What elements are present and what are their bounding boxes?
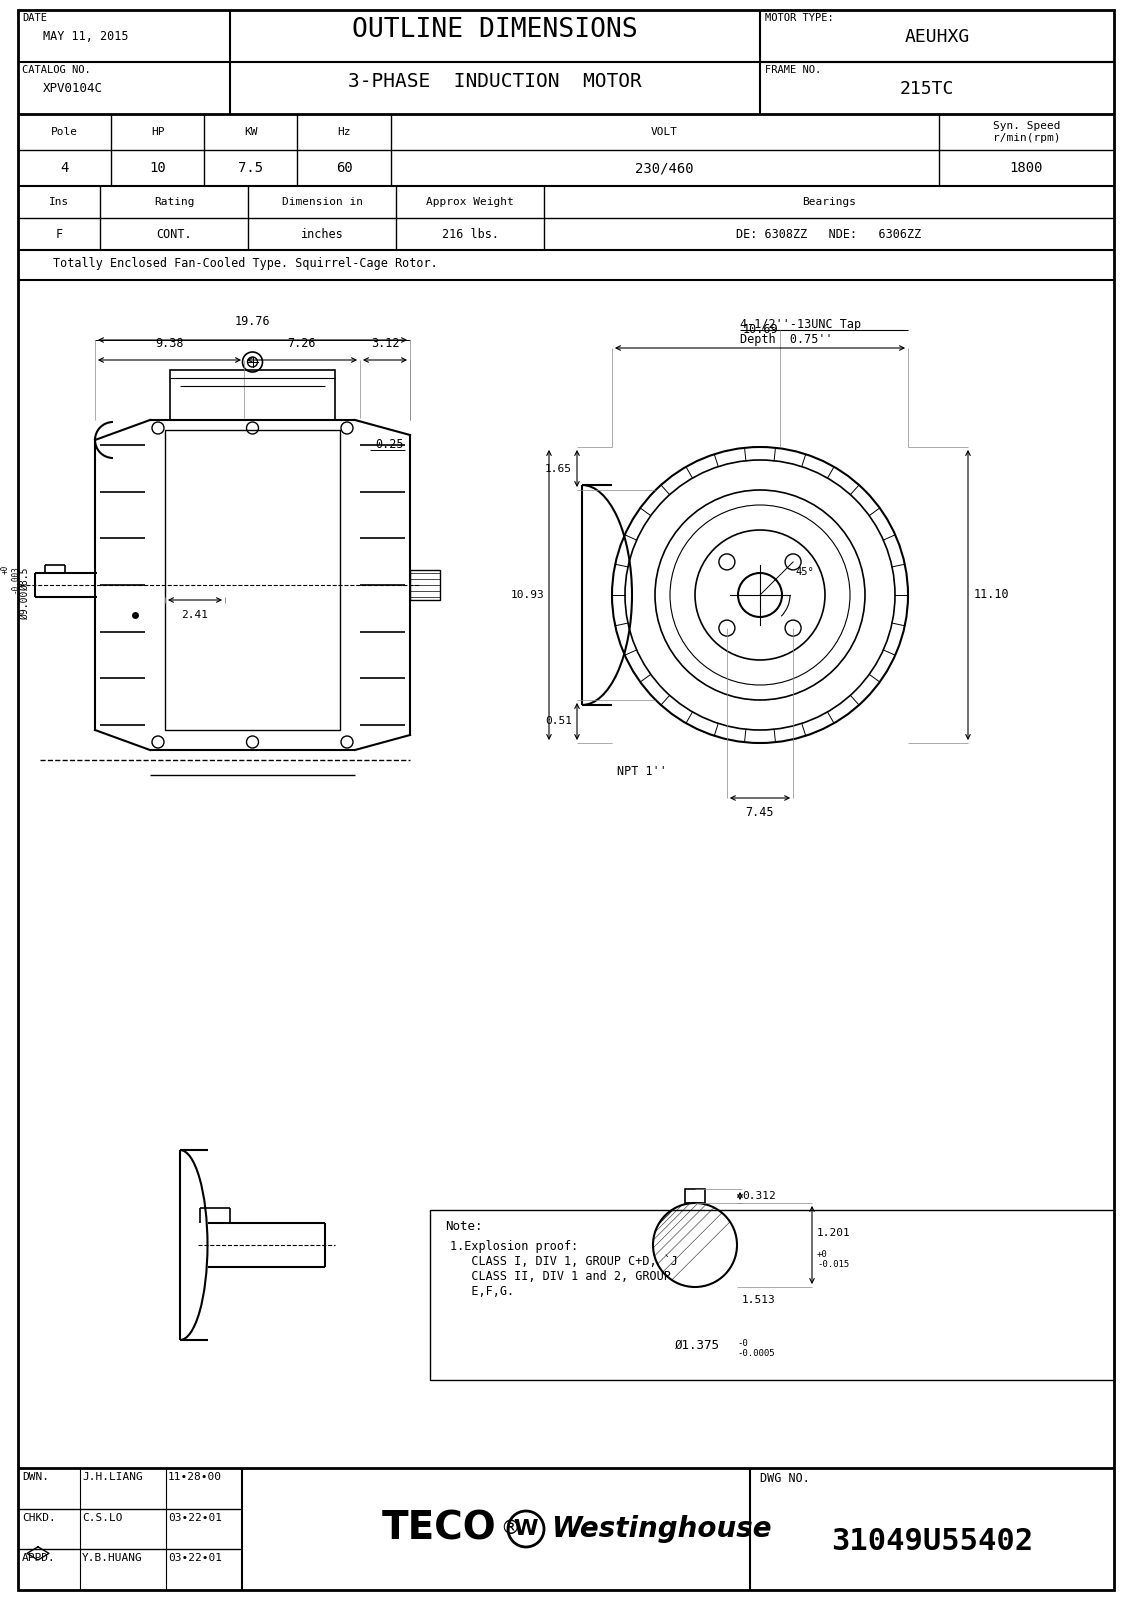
Text: Ø8.5: Ø8.5 <box>20 568 31 590</box>
Text: TECO: TECO <box>381 1510 496 1549</box>
Bar <box>430 1210 1114 1379</box>
Text: 1.201: 1.201 <box>817 1229 851 1238</box>
Text: DWN.: DWN. <box>22 1472 49 1482</box>
Text: 10: 10 <box>149 162 166 174</box>
Text: 216 lbs.: 216 lbs. <box>441 227 498 240</box>
Text: 10.93: 10.93 <box>511 590 544 600</box>
Text: DE: 6308ZZ   NDE:   6306ZZ: DE: 6308ZZ NDE: 6306ZZ <box>737 227 921 240</box>
Text: FRAME NO.: FRAME NO. <box>765 66 821 75</box>
Text: inches: inches <box>301 227 343 240</box>
Text: 2.41: 2.41 <box>181 610 208 619</box>
Text: Depth  0.75'': Depth 0.75'' <box>740 333 833 346</box>
Text: Rating: Rating <box>154 197 195 206</box>
Bar <box>410 570 440 600</box>
Text: 10.69: 10.69 <box>743 323 778 336</box>
Text: 0.51: 0.51 <box>544 717 572 726</box>
Bar <box>685 1189 705 1203</box>
Text: 230/460: 230/460 <box>635 162 694 174</box>
Text: XPV0104C: XPV0104C <box>43 82 103 94</box>
Text: 1.513: 1.513 <box>741 1294 775 1306</box>
Text: CHKD.: CHKD. <box>22 1512 55 1523</box>
Text: MAY 11, 2015: MAY 11, 2015 <box>43 30 129 43</box>
Text: ®: ® <box>500 1520 520 1539</box>
Text: Approx Weight: Approx Weight <box>427 197 514 206</box>
Text: Totally Enclosed Fan-Cooled Type. Squirrel-Cage Rotor.: Totally Enclosed Fan-Cooled Type. Squirr… <box>53 258 438 270</box>
Text: DATE: DATE <box>22 13 48 22</box>
Text: Ins: Ins <box>49 197 69 206</box>
Text: Hz: Hz <box>337 126 351 138</box>
Text: 3-PHASE  INDUCTION  MOTOR: 3-PHASE INDUCTION MOTOR <box>349 72 642 91</box>
Text: 19.76: 19.76 <box>234 315 271 328</box>
Text: NPT 1'': NPT 1'' <box>617 765 667 778</box>
Text: +0
-0.015: +0 -0.015 <box>817 1250 849 1269</box>
Text: 1800: 1800 <box>1010 162 1043 174</box>
Text: 4-1/2''-13UNC Tap: 4-1/2''-13UNC Tap <box>740 318 861 331</box>
Text: OUTLINE DIMENSIONS: OUTLINE DIMENSIONS <box>352 18 637 43</box>
Text: AEUHXG: AEUHXG <box>904 27 970 46</box>
Bar <box>165 430 340 730</box>
Text: VOLT: VOLT <box>651 126 678 138</box>
Text: 03•22•01: 03•22•01 <box>168 1554 222 1563</box>
Text: CONT.: CONT. <box>156 227 192 240</box>
Text: 7.45: 7.45 <box>746 806 774 819</box>
Text: 31049U55402: 31049U55402 <box>831 1526 1034 1555</box>
Text: -0
-0.0005: -0 -0.0005 <box>737 1339 774 1358</box>
Text: Syn. Speed
r/min(rpm): Syn. Speed r/min(rpm) <box>993 122 1060 142</box>
Text: 60: 60 <box>336 162 352 174</box>
Text: 1.Explosion proof:
   CLASS I, DIV 1, GROUP C+D, `J
   CLASS II, DIV 1 and 2, GR: 1.Explosion proof: CLASS I, DIV 1, GROUP… <box>451 1240 678 1298</box>
Text: 4: 4 <box>60 162 69 174</box>
Text: MOTOR TYPE:: MOTOR TYPE: <box>765 13 834 22</box>
Text: J.H.LIANG: J.H.LIANG <box>82 1472 143 1482</box>
Text: 11•28•00: 11•28•00 <box>168 1472 222 1482</box>
Text: Dimension in: Dimension in <box>282 197 362 206</box>
Text: 3.12: 3.12 <box>371 338 400 350</box>
Text: +0
-0.003: +0 -0.003 <box>1 565 20 594</box>
Text: 7.5: 7.5 <box>239 162 264 174</box>
Text: 11.10: 11.10 <box>974 589 1010 602</box>
Text: CATALOG NO.: CATALOG NO. <box>22 66 91 75</box>
Text: DWG NO.: DWG NO. <box>760 1472 809 1485</box>
Text: 03•22•01: 03•22•01 <box>168 1512 222 1523</box>
Text: F: F <box>55 227 62 240</box>
Text: 0.25: 0.25 <box>375 438 403 451</box>
Text: Note:: Note: <box>445 1219 482 1234</box>
Text: APPD.: APPD. <box>22 1554 55 1563</box>
Text: Bearings: Bearings <box>803 197 856 206</box>
Text: C.S.LO: C.S.LO <box>82 1512 122 1523</box>
Text: Westinghouse: Westinghouse <box>551 1515 772 1542</box>
Text: 1.65: 1.65 <box>544 464 572 474</box>
Text: KW: KW <box>245 126 258 138</box>
Text: 215TC: 215TC <box>900 80 954 98</box>
Text: 7.26: 7.26 <box>288 338 316 350</box>
Text: W: W <box>514 1518 538 1539</box>
Text: Ø9.00: Ø9.00 <box>20 590 31 619</box>
Text: Pole: Pole <box>51 126 78 138</box>
Bar <box>170 370 335 419</box>
Text: Y.B.HUANG: Y.B.HUANG <box>82 1554 143 1563</box>
Text: HP: HP <box>151 126 164 138</box>
Text: 45°: 45° <box>795 566 814 578</box>
Text: 0.312: 0.312 <box>741 1190 775 1202</box>
Text: 9.38: 9.38 <box>155 338 183 350</box>
Text: Ø1.375: Ø1.375 <box>675 1339 720 1352</box>
